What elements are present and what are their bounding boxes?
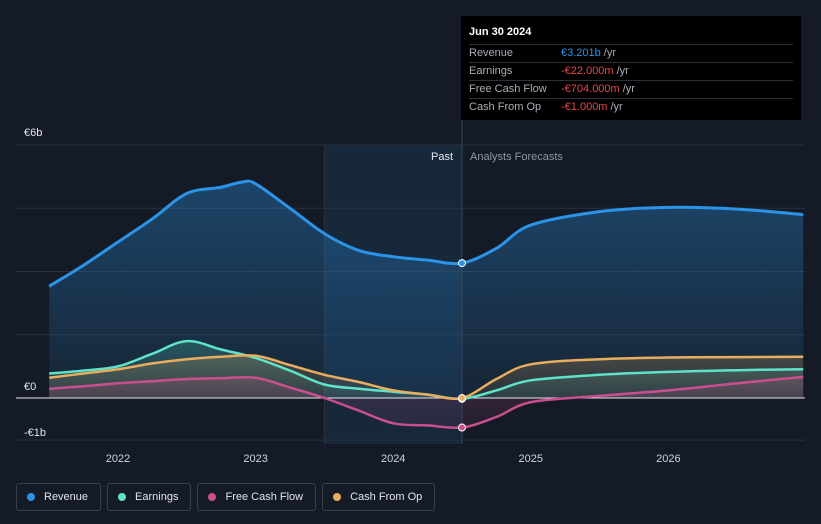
tooltip-value: -€704.000m — [561, 83, 620, 95]
tooltip-date: Jun 30 2024 — [469, 26, 532, 38]
legend-label: Revenue — [44, 491, 89, 503]
tooltip-unit: /yr — [610, 101, 623, 113]
y-tick-label: -€1b — [24, 427, 46, 439]
tooltip-value: -€22.000m — [561, 65, 614, 77]
tooltip-label: Earnings — [469, 65, 513, 77]
x-tick-label: 2025 — [519, 453, 543, 465]
revenue-marker — [458, 259, 466, 268]
cash-from-op-dot-icon — [333, 493, 342, 501]
x-tick-label: 2024 — [381, 453, 405, 465]
cash-from-op-area — [49, 355, 804, 398]
forecast-label: Analysts Forecasts — [470, 151, 563, 163]
legend-label: Earnings — [135, 491, 179, 503]
revenue-area — [49, 182, 804, 398]
tooltip-unit: /yr — [622, 83, 635, 95]
y-tick-label: €6b — [24, 127, 42, 139]
free-cash-flow-dot-icon — [208, 493, 217, 501]
cash-from-op-marker — [458, 394, 466, 403]
tooltip-unit: /yr — [616, 65, 629, 77]
revenue-dot-icon — [27, 493, 35, 501]
tooltip-row-cash-from-op: Cash From Op -€1.000m /yr — [469, 98, 793, 116]
y-tick-label: €0 — [24, 381, 36, 393]
earnings-dot-icon — [118, 493, 127, 501]
tooltip-value: €3.201b — [561, 47, 601, 59]
x-tick-label: 2022 — [106, 453, 130, 465]
x-tick-label: 2026 — [656, 453, 680, 465]
legend: Revenue Earnings Free Cash Flow Cash Fro… — [16, 483, 436, 511]
tooltip-value: -€1.000m — [561, 101, 608, 113]
x-tick-label: 2023 — [243, 453, 267, 465]
legend-item-earnings[interactable]: Earnings — [107, 483, 192, 511]
legend-label: Cash From Op — [350, 491, 423, 503]
earnings-line — [49, 339, 804, 401]
tooltip-row-revenue: Revenue €3.201b /yr — [469, 44, 793, 62]
legend-item-revenue[interactable]: Revenue — [16, 483, 102, 511]
tooltip-label: Free Cash Flow — [469, 83, 547, 95]
legend-item-cash-from-op[interactable]: Cash From Op — [322, 483, 436, 511]
revenue-line — [48, 179, 804, 288]
tooltip-unit: /yr — [603, 47, 616, 59]
tooltip-label: Revenue — [469, 47, 514, 59]
tooltip-label: Cash From Op — [469, 101, 542, 113]
legend-label: Free Cash Flow — [225, 491, 304, 503]
legend-item-free-cash-flow[interactable]: Free Cash Flow — [197, 483, 317, 511]
past-label: Past — [431, 151, 453, 163]
tooltip-row-free-cash-flow: Free Cash Flow -€704.000m /yr — [469, 80, 793, 98]
free-cash-flow-marker — [458, 423, 466, 432]
tooltip: Jun 30 2024 Revenue €3.201b /yr Earnings… — [461, 16, 801, 120]
cash-from-op-line — [49, 354, 804, 400]
free-cash-flow-line — [49, 375, 804, 430]
tooltip-row-earnings: Earnings -€22.000m /yr — [469, 62, 793, 80]
